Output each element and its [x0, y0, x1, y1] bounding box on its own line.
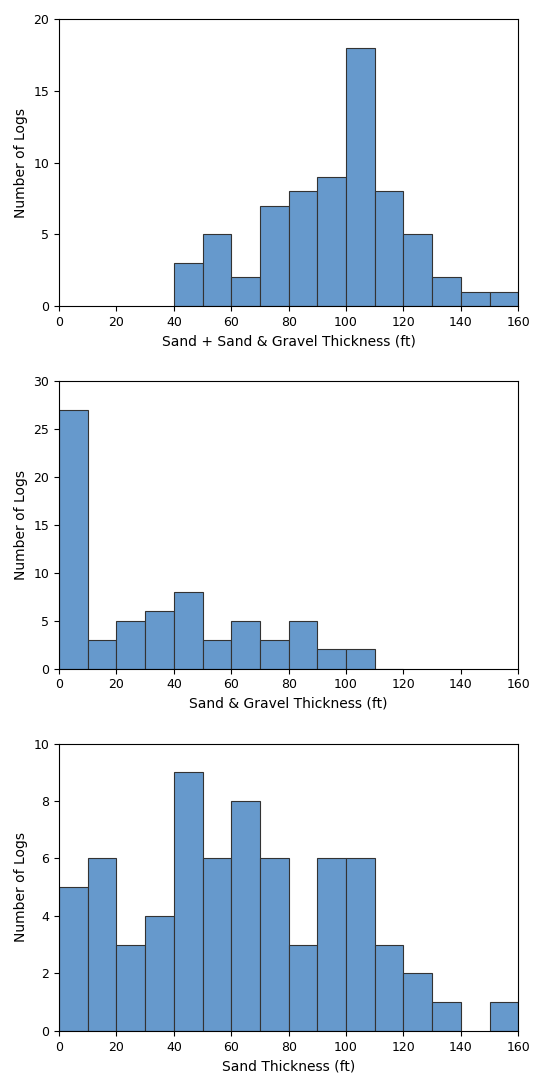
Y-axis label: Number of Logs: Number of Logs — [14, 470, 28, 579]
Bar — [145, 916, 174, 1030]
Y-axis label: Number of Logs: Number of Logs — [14, 108, 28, 217]
X-axis label: Sand + Sand & Gravel Thickness (ft): Sand + Sand & Gravel Thickness (ft) — [162, 335, 416, 349]
Bar — [375, 945, 404, 1030]
Bar — [317, 859, 346, 1030]
Bar — [346, 859, 375, 1030]
Bar — [490, 1002, 518, 1030]
Bar — [59, 410, 88, 669]
X-axis label: Sand & Gravel Thickness (ft): Sand & Gravel Thickness (ft) — [189, 697, 388, 711]
Bar — [346, 48, 375, 307]
X-axis label: Sand Thickness (ft): Sand Thickness (ft) — [222, 1059, 355, 1073]
Bar — [202, 859, 231, 1030]
Bar — [116, 945, 145, 1030]
Bar — [231, 277, 260, 307]
Bar — [145, 611, 174, 669]
Bar — [317, 649, 346, 669]
Bar — [317, 177, 346, 307]
Bar — [260, 859, 289, 1030]
Bar — [260, 205, 289, 307]
Bar — [375, 191, 404, 307]
Bar — [88, 859, 116, 1030]
Bar — [461, 291, 490, 307]
Bar — [490, 291, 518, 307]
Bar — [59, 887, 88, 1030]
Bar — [174, 263, 202, 307]
Bar — [432, 1002, 461, 1030]
Bar — [116, 621, 145, 669]
Y-axis label: Number of Logs: Number of Logs — [14, 833, 28, 942]
Bar — [289, 621, 317, 669]
Bar — [432, 277, 461, 307]
Bar — [260, 640, 289, 669]
Bar — [289, 191, 317, 307]
Bar — [88, 640, 116, 669]
Bar — [174, 772, 202, 1030]
Bar — [404, 973, 432, 1030]
Bar — [231, 621, 260, 669]
Bar — [404, 235, 432, 307]
Bar — [346, 649, 375, 669]
Bar — [174, 592, 202, 669]
Bar — [202, 235, 231, 307]
Bar — [202, 640, 231, 669]
Bar — [231, 801, 260, 1030]
Bar — [289, 945, 317, 1030]
